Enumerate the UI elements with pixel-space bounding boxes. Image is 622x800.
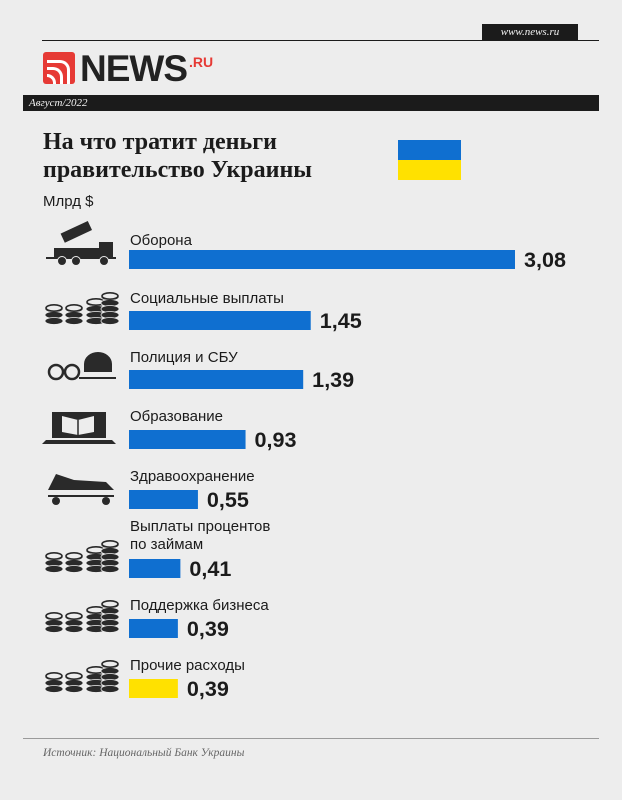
bar bbox=[129, 250, 515, 269]
news-logo[interactable]: NEWS .RU bbox=[43, 48, 214, 89]
bar bbox=[129, 559, 181, 578]
title-line-1: На что тратит деньги bbox=[43, 129, 277, 155]
chart-title: На что тратит деньги правительство Украи… bbox=[43, 128, 312, 184]
category-label: Социальные выплаты bbox=[130, 290, 284, 307]
site-url-tag[interactable]: www.news.ru bbox=[482, 24, 578, 41]
unit-label: Млрд $ bbox=[43, 193, 94, 210]
bar bbox=[129, 679, 178, 698]
title-line-2: правительство Украины bbox=[43, 157, 313, 183]
stretcher-icon bbox=[48, 474, 114, 505]
bar bbox=[129, 370, 304, 389]
value-label: 1,45 bbox=[320, 310, 362, 333]
category-label: Полиция и СБУ bbox=[130, 349, 238, 366]
handcuffs-helmet-icon bbox=[47, 352, 116, 381]
flag-blue-stripe bbox=[398, 140, 461, 160]
bar bbox=[129, 430, 246, 449]
source-rule bbox=[23, 738, 599, 739]
logo-suffix: .RU bbox=[189, 54, 214, 70]
laptop-book-icon bbox=[42, 412, 116, 444]
ukraine-flag-icon bbox=[398, 140, 461, 180]
bar bbox=[129, 619, 178, 638]
category-label: Образование bbox=[130, 408, 223, 425]
value-label: 0,41 bbox=[189, 558, 231, 581]
flag-yellow-stripe bbox=[398, 160, 461, 180]
logo-mark-icon bbox=[43, 52, 75, 84]
value-label: 3,08 bbox=[524, 249, 566, 272]
category-label: Выплаты процентов bbox=[130, 518, 270, 535]
value-label: 0,93 bbox=[255, 429, 297, 452]
rocket-launcher-truck-icon bbox=[46, 220, 116, 266]
category-label: Поддержка бизнеса bbox=[130, 597, 269, 614]
bar bbox=[129, 490, 198, 509]
category-label: Прочие расходы bbox=[130, 657, 245, 674]
coin-stacks-icon bbox=[44, 659, 120, 693]
coin-stacks-icon bbox=[44, 599, 120, 633]
coin-stacks-icon bbox=[44, 291, 120, 325]
category-label: по займам bbox=[130, 536, 203, 553]
logo-word: NEWS bbox=[80, 48, 188, 89]
source-note: Источник: Национальный Банк Украины bbox=[43, 747, 245, 759]
date-bar: Август/2022 bbox=[23, 95, 599, 111]
value-label: 1,39 bbox=[312, 369, 354, 392]
value-label: 0,39 bbox=[187, 618, 229, 641]
category-label: Здравоохранение bbox=[130, 468, 255, 485]
bar bbox=[129, 311, 311, 330]
value-label: 0,55 bbox=[207, 489, 249, 512]
category-label: Оборона bbox=[130, 232, 193, 249]
top-rule bbox=[42, 40, 599, 41]
coin-stacks-icon bbox=[44, 539, 120, 573]
value-label: 0,39 bbox=[187, 678, 229, 701]
